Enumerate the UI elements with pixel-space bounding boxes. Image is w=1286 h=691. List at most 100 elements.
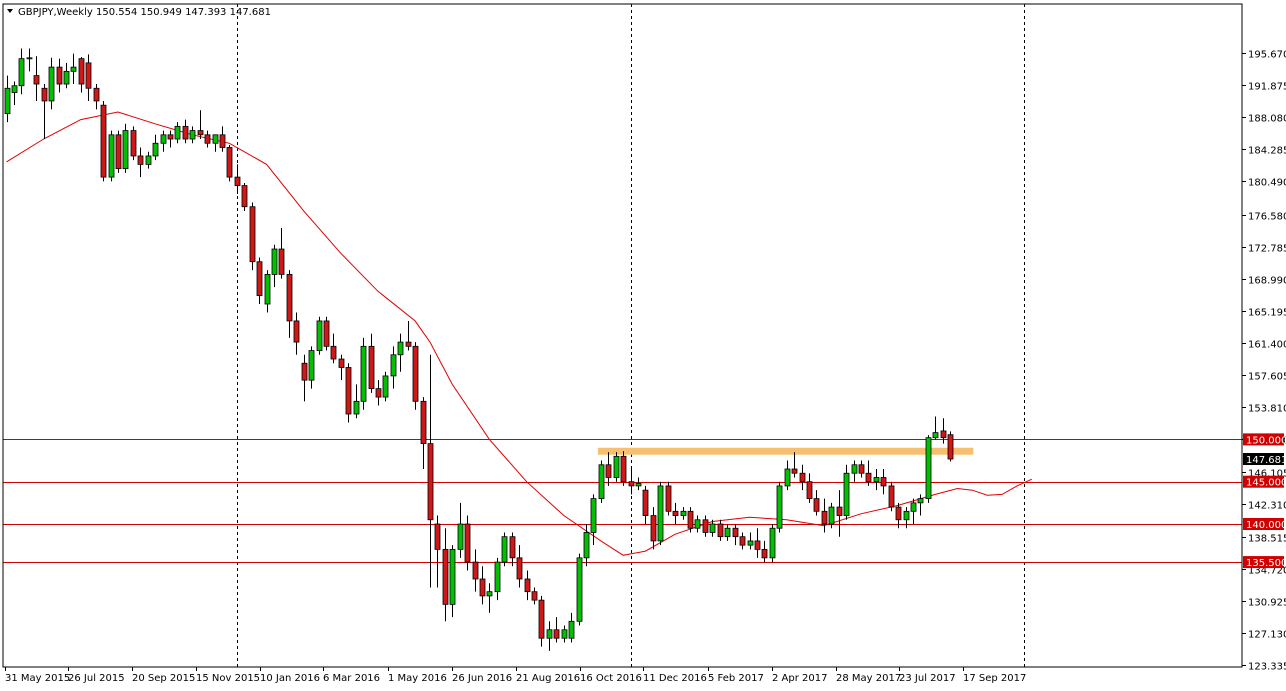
candle [85, 54, 92, 101]
y-tick-label: 161.400 [1248, 340, 1286, 351]
candle-body [278, 248, 285, 275]
candle [932, 416, 939, 440]
candle-body [836, 506, 843, 516]
horizontal-levels [3, 439, 1242, 563]
candle-body [137, 155, 144, 165]
candle-body [561, 629, 568, 639]
candle [806, 473, 813, 503]
candle-body [821, 510, 828, 525]
candle [360, 337, 367, 410]
y-tick-label: 176.580 [1248, 212, 1286, 223]
level-price-tag [1243, 475, 1284, 488]
candle [449, 545, 456, 618]
candle-body [353, 400, 360, 415]
candle-body [382, 375, 389, 398]
candle-body [115, 134, 122, 170]
y-tick-label: 146.105 [1248, 469, 1286, 480]
candle [405, 320, 412, 351]
candle-body [63, 70, 70, 85]
candle-body [665, 485, 672, 512]
candle [100, 100, 107, 182]
candle-body [628, 481, 635, 487]
candle-body [501, 536, 508, 563]
candle-body [234, 176, 241, 186]
candle-body [375, 388, 382, 398]
candle [264, 270, 271, 313]
candle [620, 451, 627, 486]
candle [799, 464, 806, 491]
candle-body [843, 472, 850, 516]
candle [308, 346, 315, 389]
candle [553, 617, 560, 643]
candle-body [219, 134, 226, 148]
candle-body [732, 527, 739, 538]
candle-body [747, 540, 754, 546]
candle [11, 81, 18, 106]
candle [182, 119, 189, 144]
candle-body [516, 557, 523, 580]
candle-body [427, 443, 434, 521]
candle [122, 123, 129, 173]
candle [167, 130, 174, 148]
candle-body [858, 464, 865, 474]
candle [851, 460, 858, 482]
candle-body [360, 345, 367, 402]
candle-body [330, 345, 337, 360]
candle-body [947, 434, 954, 460]
candle-body [256, 261, 263, 296]
x-tick-label: 17 Sep 2017 [963, 673, 1026, 684]
candle-body [316, 320, 323, 351]
candle [464, 515, 471, 571]
candle-body [308, 350, 315, 381]
candle-body [11, 85, 18, 93]
candle-body [917, 498, 924, 504]
candle [546, 621, 553, 651]
candle [754, 528, 761, 558]
candle [635, 477, 642, 491]
candle [397, 333, 404, 372]
candle [821, 498, 828, 533]
candle-body [434, 523, 441, 550]
candle-body [56, 66, 63, 85]
candle-body [650, 515, 657, 542]
candle [212, 134, 219, 152]
candle-body [48, 66, 55, 102]
candle-body [851, 464, 858, 474]
candle-body [717, 523, 724, 538]
candle-body [472, 561, 479, 580]
y-tick-label: 191.875 [1248, 82, 1286, 93]
chart-header: GBPJPY,Weekly 150.554 150.949 147.393 14… [7, 7, 271, 18]
y-tick-label: 180.490 [1248, 178, 1286, 189]
candle-body [642, 489, 649, 516]
candle [234, 164, 241, 195]
candle-body [26, 57, 33, 60]
candle [301, 354, 308, 402]
candle [375, 380, 382, 406]
x-tick-label: 5 Feb 2017 [708, 673, 764, 684]
candle [338, 354, 345, 381]
candle-body [457, 523, 464, 550]
candle [605, 452, 612, 486]
candle-body [494, 561, 501, 593]
candle-body [568, 620, 575, 639]
candle-body [694, 519, 701, 529]
candle-body [635, 482, 642, 487]
candle [93, 84, 100, 110]
candle-body [873, 477, 880, 483]
x-tick-label: 6 Mar 2016 [323, 673, 380, 684]
candle-body [449, 548, 456, 605]
dropdown-triangle-icon[interactable] [7, 9, 13, 13]
x-tick-label: 15 Nov 2015 [196, 673, 260, 684]
x-tick-label: 21 Aug 2016 [516, 673, 580, 684]
candle [293, 312, 300, 355]
candle [813, 490, 820, 516]
candle-body [122, 130, 129, 170]
candle-body [397, 341, 404, 356]
candle [873, 469, 880, 491]
y-tick-label: 168.990 [1248, 276, 1286, 287]
candle-body [108, 134, 115, 178]
y-tick-label: 127.130 [1248, 630, 1286, 641]
candle [278, 227, 285, 279]
candle [538, 595, 545, 647]
